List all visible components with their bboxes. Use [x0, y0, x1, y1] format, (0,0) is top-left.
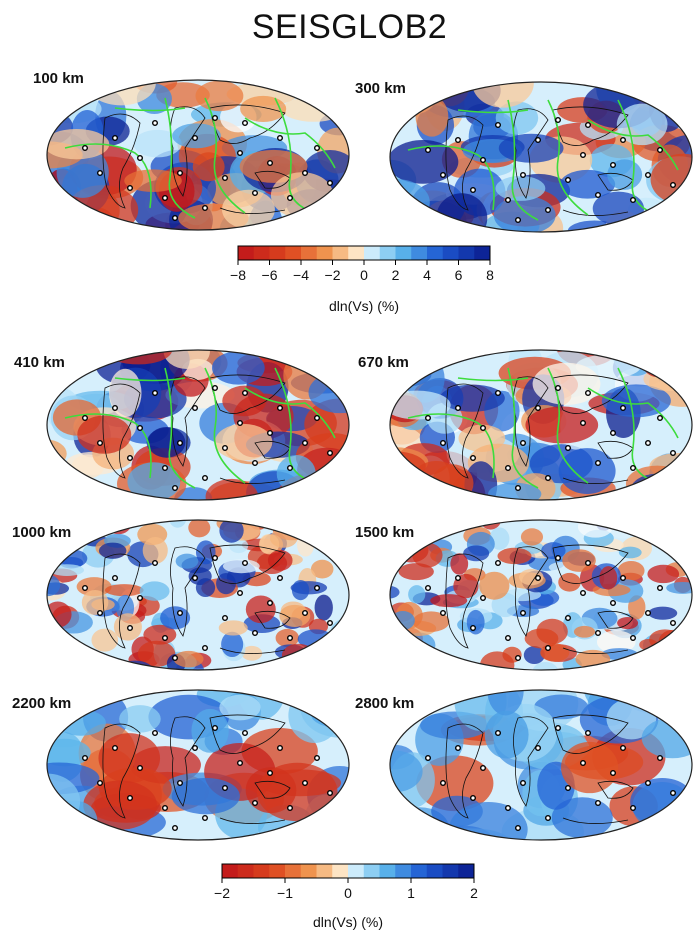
- colorbar-segment: [363, 864, 380, 878]
- colorbar-segment: [237, 864, 254, 878]
- colorbar-segment: [253, 246, 270, 260]
- colorbar-tick-label: 4: [423, 267, 431, 283]
- colorbar-segment: [395, 864, 412, 878]
- depth-label-100: 100 km: [33, 70, 84, 87]
- colorbar-tick-label: −4: [293, 267, 309, 283]
- colorbar-tick-label: 2: [392, 267, 400, 283]
- colorbar-segment: [458, 864, 475, 878]
- colorbar-segment: [238, 246, 255, 260]
- figure-title: SEISGLOB2: [251, 8, 448, 46]
- colorbar-segment: [427, 246, 444, 260]
- colorbar-segment: [426, 864, 443, 878]
- colorbar-segment: [348, 246, 365, 260]
- colorbar-tick-label: 8: [486, 267, 494, 283]
- colorbar-segment: [301, 246, 318, 260]
- depth-label-410: 410 km: [14, 354, 65, 371]
- depth-label-2800: 2800 km: [355, 695, 415, 712]
- tomography-map-2200km: [46, 689, 350, 841]
- colorbar-segment: [364, 246, 381, 260]
- depth-label-1500: 1500 km: [355, 524, 415, 541]
- colorbar-segment: [300, 864, 317, 878]
- colorbar-lower: −2 −1 0 1 2: [214, 863, 478, 901]
- colorbar-tick-label: 2: [470, 885, 478, 901]
- depth-label-2200: 2200 km: [12, 695, 72, 712]
- colorbar-segment: [442, 864, 459, 878]
- colorbar-segment: [253, 864, 270, 878]
- colorbar-segment: [332, 864, 349, 878]
- colorbar-tick-label: 0: [344, 885, 352, 901]
- colorbar-segment: [379, 864, 396, 878]
- colorbar-segment: [411, 864, 428, 878]
- colorbar-lower-label: dln(Vs) (%): [312, 914, 383, 930]
- tomography-map-1500km: [389, 519, 693, 671]
- tomography-map-1000km: [46, 519, 350, 671]
- depth-label-670: 670 km: [358, 354, 409, 371]
- colorbar-segment: [285, 246, 302, 260]
- colorbar-tick-label: 6: [455, 267, 463, 283]
- colorbar-segment: [379, 246, 396, 260]
- colorbar-segment: [332, 246, 349, 260]
- tomography-map-300km: [389, 81, 693, 233]
- colorbar-tick-label: −8: [230, 267, 246, 283]
- colorbar-tick-label: 0: [360, 267, 368, 283]
- colorbar-segment: [316, 246, 333, 260]
- colorbar-tick-label: −1: [277, 885, 293, 901]
- colorbar-segment: [395, 246, 412, 260]
- colorbar-segment: [269, 864, 286, 878]
- colorbar-segment: [348, 864, 365, 878]
- tomography-map-2800km: [389, 689, 693, 841]
- depth-label-1000: 1000 km: [12, 524, 72, 541]
- colorbar-segment: [285, 864, 302, 878]
- colorbar-segment: [458, 246, 475, 260]
- colorbar-tick-label: 1: [407, 885, 415, 901]
- colorbar-segment: [411, 246, 428, 260]
- colorbar-tick-label: −2: [214, 885, 230, 901]
- colorbar-tick-label: −6: [262, 267, 278, 283]
- colorbar-segment: [316, 864, 333, 878]
- colorbar-segment: [269, 246, 286, 260]
- colorbar-segment: [222, 864, 239, 878]
- tomography-map-670km: [389, 349, 693, 501]
- colorbar-upper-label: dln(Vs) (%): [328, 298, 399, 314]
- colorbar-upper: −8 −6 −4 −2 0 2 4 6 8: [230, 245, 494, 283]
- depth-label-300: 300 km: [355, 80, 406, 97]
- colorbar-segment: [474, 246, 491, 260]
- tomography-map-100km: [46, 79, 350, 231]
- colorbar-segment: [442, 246, 459, 260]
- tomography-map-410km: [46, 349, 350, 501]
- colorbar-tick-label: −2: [325, 267, 341, 283]
